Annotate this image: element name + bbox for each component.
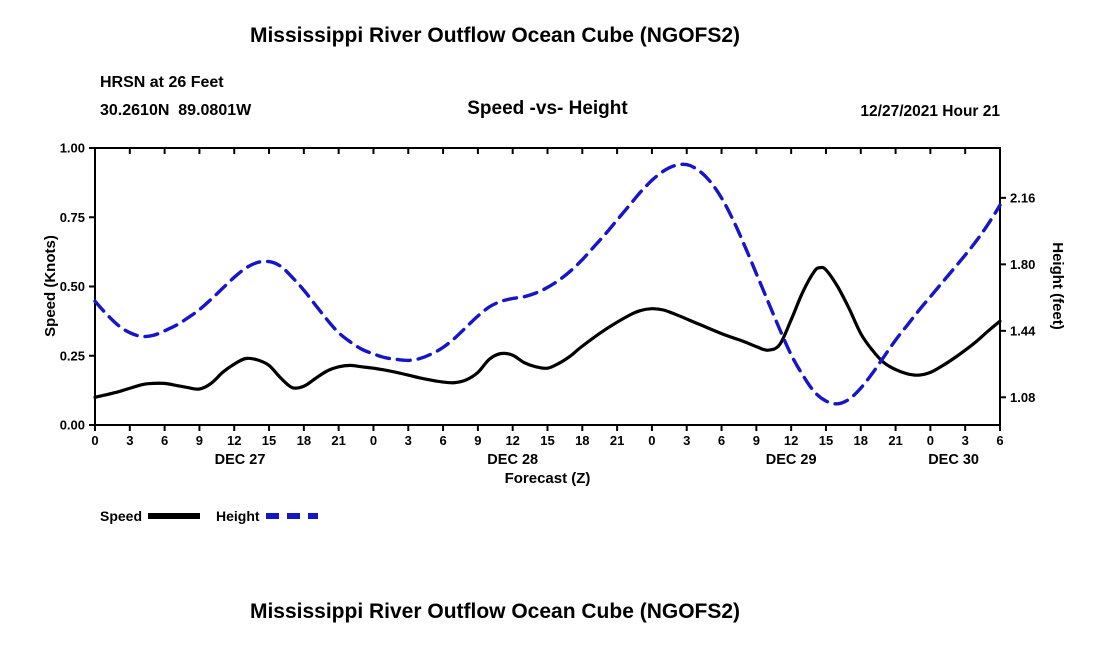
svg-text:6: 6	[718, 433, 725, 448]
svg-text:DEC 30: DEC 30	[928, 452, 979, 468]
svg-text:12: 12	[227, 433, 241, 448]
svg-text:21: 21	[331, 433, 345, 448]
svg-text:1.44: 1.44	[1010, 323, 1036, 338]
legend-label-speed: Speed	[100, 508, 143, 524]
svg-text:0.25: 0.25	[60, 348, 85, 363]
svg-text:15: 15	[819, 433, 833, 448]
svg-text:12: 12	[784, 433, 798, 448]
svg-text:3: 3	[962, 433, 969, 448]
svg-text:0: 0	[370, 433, 377, 448]
svg-text:2.16: 2.16	[1010, 190, 1035, 205]
page-title: Mississippi River Outflow Ocean Cube (NG…	[249, 24, 741, 47]
station-label: HRSN at 26 Feet	[100, 74, 224, 91]
legend-swatch-speed-line	[148, 513, 201, 519]
svg-text:15: 15	[262, 433, 276, 448]
svg-text:0: 0	[648, 433, 655, 448]
svg-text:0.75: 0.75	[60, 210, 85, 225]
datetime-label: 12/27/2021 Hour 21	[860, 103, 1000, 120]
svg-text:0.00: 0.00	[60, 418, 85, 433]
svg-text:3: 3	[683, 433, 690, 448]
svg-text:15: 15	[540, 433, 554, 448]
right-axis-title: Height (feet)	[1049, 242, 1066, 330]
svg-text:9: 9	[474, 433, 481, 448]
svg-text:6: 6	[996, 433, 1003, 448]
svg-text:6: 6	[439, 433, 446, 448]
svg-text:9: 9	[753, 433, 760, 448]
legend-swatch-height-line	[265, 513, 318, 519]
coordinates-label: 30.2610N 89.0801W	[100, 102, 252, 119]
svg-text:DEC 29: DEC 29	[766, 452, 817, 468]
svg-text:0: 0	[91, 433, 98, 448]
svg-text:18: 18	[297, 433, 311, 448]
legend: Speed Height	[100, 508, 334, 524]
svg-text:18: 18	[575, 433, 589, 448]
svg-text:1.00: 1.00	[60, 141, 85, 156]
svg-text:3: 3	[126, 433, 133, 448]
svg-text:DEC 27: DEC 27	[215, 452, 266, 468]
left-axis-title: Speed (Knots)	[42, 235, 59, 337]
svg-text:1.80: 1.80	[1010, 257, 1035, 272]
svg-text:0: 0	[927, 433, 934, 448]
svg-text:6: 6	[161, 433, 168, 448]
svg-text:12: 12	[505, 433, 519, 448]
chart-subtitle: Speed -vs- Height	[467, 98, 628, 119]
svg-text:21: 21	[610, 433, 624, 448]
svg-text:3: 3	[405, 433, 412, 448]
svg-text:DEC 28: DEC 28	[487, 452, 538, 468]
svg-text:21: 21	[888, 433, 902, 448]
svg-text:1.08: 1.08	[1010, 390, 1035, 405]
svg-text:9: 9	[196, 433, 203, 448]
x-axis-title: Forecast (Z)	[504, 470, 591, 487]
second-chart-title: Mississippi River Outflow Ocean Cube (NG…	[249, 600, 741, 623]
svg-text:0.50: 0.50	[60, 279, 85, 294]
legend-label-height: Height	[216, 508, 260, 524]
svg-text:18: 18	[854, 433, 868, 448]
